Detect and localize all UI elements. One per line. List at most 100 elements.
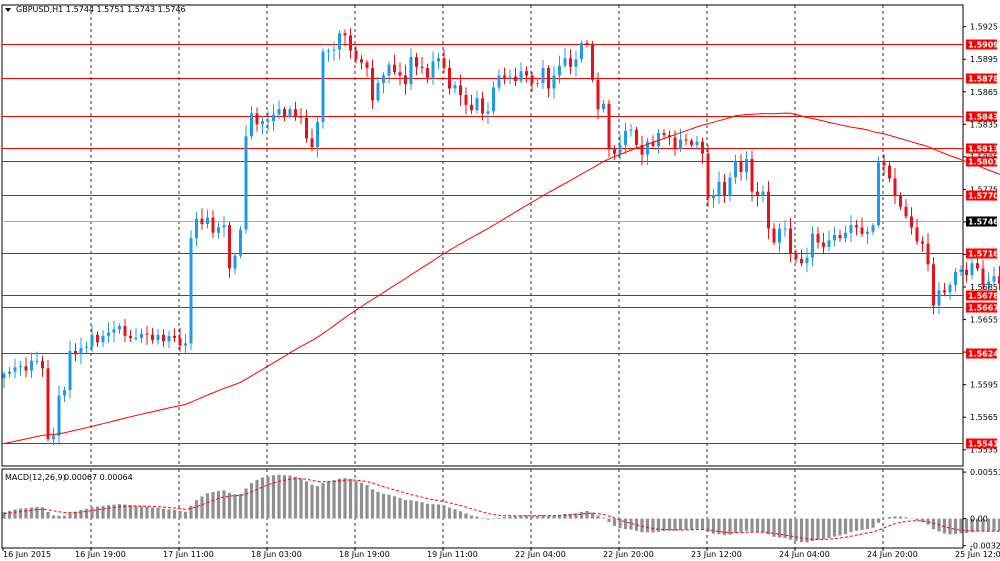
candle: [112, 320, 116, 343]
candle: [486, 102, 490, 124]
candle: [899, 192, 902, 210]
macd-bar: [601, 517, 606, 519]
macd-bar: [920, 518, 925, 523]
level-badge: [966, 39, 997, 50]
level-badge: [966, 143, 997, 154]
candle: [519, 62, 523, 84]
macd-bar: [442, 505, 446, 519]
candle: [558, 55, 561, 84]
candle: [932, 256, 935, 315]
level-label: 1.5667: [968, 304, 999, 313]
macd-bar: [497, 517, 501, 519]
macd-bar: [970, 518, 974, 532]
macd-bar: [915, 518, 919, 521]
candlestick-series: [2, 28, 1000, 446]
candle: [173, 328, 176, 343]
macd-bar: [29, 507, 34, 519]
x-tick-label: 18 Jun 19:00: [339, 550, 390, 559]
candle: [156, 329, 160, 345]
macd-bar: [854, 518, 859, 531]
candle: [305, 109, 308, 143]
macd-label: MACD(12,26,9): [5, 473, 66, 482]
main-plot-frame: [1, 4, 964, 467]
macd-bar: [491, 518, 496, 520]
candle: [387, 61, 391, 84]
candle: [701, 137, 704, 164]
candle: [288, 106, 292, 119]
macd-bar: [134, 505, 138, 519]
macd-bar: [370, 489, 375, 519]
macd-bar: [18, 508, 23, 519]
macd-bar: [909, 518, 914, 520]
macd-bar: [79, 510, 83, 519]
macd-bar: [783, 518, 787, 539]
candle: [294, 101, 297, 121]
moving-average: [3, 112, 1000, 445]
macd-bar: [821, 518, 826, 540]
candle: [178, 327, 182, 352]
candle: [79, 337, 83, 365]
macd-y-tick-label: -0.00322: [970, 542, 1000, 551]
macd-bar: [13, 509, 17, 519]
level-badge: [966, 302, 997, 313]
macd-bar: [585, 510, 589, 519]
macd-bar: [777, 518, 782, 538]
candle: [24, 357, 28, 378]
macd-bar: [805, 518, 809, 543]
candle: [552, 66, 556, 99]
macd-bar: [981, 518, 985, 532]
level-label: 1.5716: [968, 250, 999, 259]
macd-bar: [156, 507, 160, 519]
candle: [739, 154, 743, 181]
candle: [74, 343, 77, 362]
candle: [371, 59, 374, 109]
macd-bar: [282, 475, 287, 519]
candle: [453, 81, 457, 94]
x-tick-label: 16 Jun 2015: [3, 550, 51, 559]
candle: [871, 223, 875, 236]
candle: [354, 46, 358, 64]
candle: [470, 94, 473, 115]
candle: [349, 28, 352, 59]
x-tick-label: 23 Jun 12:00: [691, 550, 742, 559]
candle: [327, 48, 330, 62]
candle: [63, 386, 66, 403]
candle: [321, 48, 325, 129]
y-tick-label: 1.5865: [970, 88, 998, 97]
candle: [805, 247, 809, 273]
macd-bar: [651, 518, 655, 533]
macd-bar: [112, 504, 116, 519]
macd-bar: [689, 518, 694, 530]
candle: [409, 48, 413, 90]
level-badge: [966, 111, 997, 122]
candle: [937, 282, 941, 314]
candle: [778, 223, 781, 253]
macd-bar: [816, 518, 820, 540]
candle: [926, 233, 930, 272]
candle: [849, 215, 853, 243]
candle: [904, 199, 908, 219]
candle: [96, 331, 99, 348]
macd-bar: [524, 515, 529, 519]
chart-menu-arrow-icon[interactable]: [5, 8, 11, 12]
candle: [717, 171, 721, 204]
macd-bar: [832, 518, 837, 537]
macd-bar: [755, 518, 760, 533]
macd-bar: [893, 516, 897, 519]
macd-bar: [46, 511, 50, 519]
candle: [52, 427, 55, 446]
macd-bar: [942, 518, 947, 534]
macd-bar: [172, 509, 177, 519]
candle: [272, 104, 275, 132]
macd-bar: [447, 507, 452, 519]
candle: [514, 67, 517, 87]
candle: [734, 154, 737, 184]
candle: [464, 87, 468, 115]
macd-bar: [596, 515, 600, 519]
macd-bar: [90, 507, 94, 519]
candle: [695, 135, 699, 148]
candle: [101, 329, 105, 348]
macd-bar: [948, 518, 952, 535]
macd-bar: [392, 496, 397, 519]
macd-bar: [700, 518, 705, 530]
